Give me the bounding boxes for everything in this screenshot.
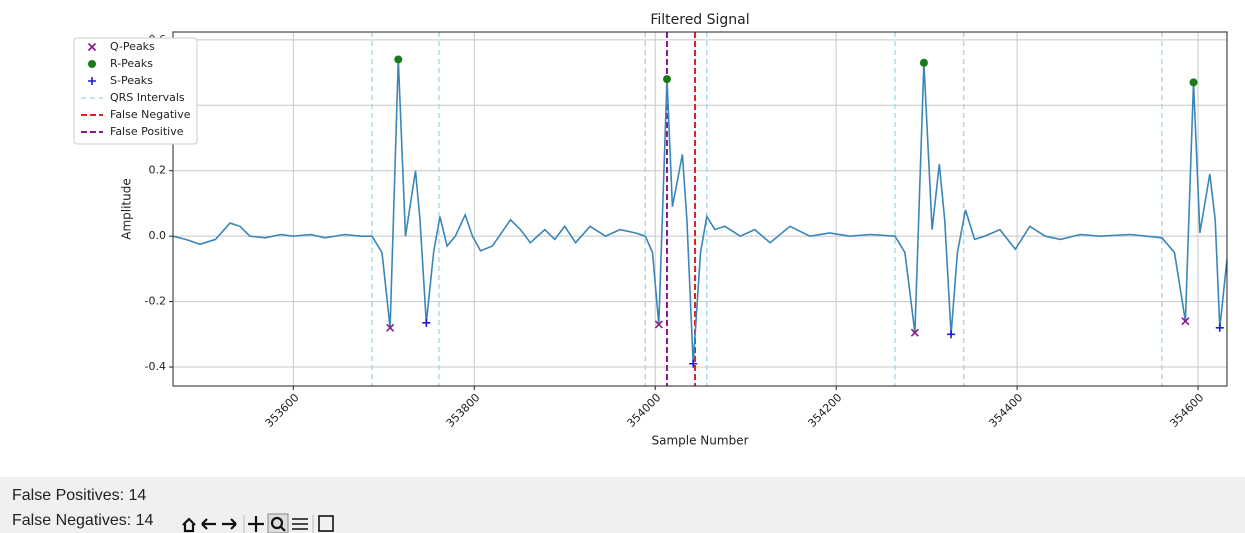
- value: 14: [128, 487, 147, 504]
- s-peak: [947, 330, 956, 339]
- q-peak: [910, 328, 919, 337]
- x-tick-label: 354400: [986, 391, 1025, 430]
- legend-label: False Negative: [110, 108, 191, 121]
- y-axis-label: Amplitude: [120, 178, 134, 240]
- pan-button[interactable]: [248, 516, 264, 532]
- q-peak: [386, 323, 395, 332]
- s-peak: [88, 77, 96, 85]
- chart: Filtered Signal Sample Number Amplitude …: [73, 12, 1228, 448]
- y-tick-label: -0.4: [145, 360, 166, 373]
- s-peak: [1215, 323, 1224, 332]
- save-button[interactable]: [318, 515, 334, 532]
- home-button[interactable]: [182, 517, 196, 533]
- signal-line: [173, 59, 1227, 364]
- r-peak: [394, 55, 403, 64]
- x-tick-label: 353800: [444, 391, 483, 430]
- r-peak: [1189, 78, 1198, 87]
- s-peak: [689, 359, 698, 368]
- q-peak: [87, 42, 97, 52]
- false-negatives: False Negatives: 14: [12, 512, 153, 530]
- r-peak: [88, 60, 96, 68]
- legend-label: False Positive: [110, 125, 184, 138]
- legend-label: R-Peaks: [110, 57, 153, 70]
- legend-label: S-Peaks: [110, 74, 153, 87]
- axes-frame: [172, 31, 1228, 387]
- y-tick-label: -0.2: [145, 295, 166, 308]
- r-peak: [662, 75, 671, 84]
- x-tick-label: 354000: [625, 391, 664, 430]
- plot-area: [173, 32, 1227, 386]
- q-peak: [654, 320, 663, 329]
- toolbar: [182, 513, 334, 533]
- value: 14: [135, 512, 154, 529]
- y-tick-label: 0.0: [149, 229, 167, 242]
- x-tick-label: 354200: [806, 391, 845, 430]
- legend-label: QRS Intervals: [110, 91, 185, 104]
- label: False Positives:: [12, 487, 125, 504]
- false-positives: False Positives: 14: [12, 487, 146, 505]
- x-axis-label: Sample Number: [651, 434, 748, 448]
- y-tick-label: 0.2: [149, 164, 167, 177]
- r-peak: [919, 58, 928, 67]
- configure-button[interactable]: [292, 518, 308, 530]
- s-peak: [422, 318, 431, 327]
- chart-title: Filtered Signal: [650, 12, 749, 28]
- legend-box: [73, 37, 198, 145]
- legend: Q-Peaks R-Peaks S-Peaks QRS Intervals False …: [73, 37, 198, 145]
- back-button[interactable]: [201, 518, 216, 530]
- forward-button[interactable]: [222, 518, 237, 530]
- q-peak: [1181, 317, 1190, 326]
- x-tick-label: 354600: [1167, 391, 1206, 430]
- x-tick-label: 353600: [263, 391, 302, 430]
- legend-label: Q-Peaks: [110, 40, 155, 53]
- label: False Negatives:: [12, 512, 132, 529]
